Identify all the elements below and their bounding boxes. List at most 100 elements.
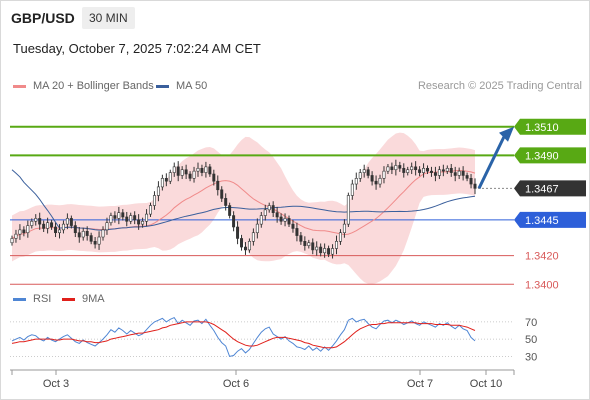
candle-71 [291,219,295,233]
candle-body-91 [370,175,374,182]
candle-body-21 [93,241,97,245]
candle-body-42 [176,166,180,176]
candle-body-43 [180,169,184,176]
candle-body-100 [406,169,410,173]
candle-body-108 [437,169,441,176]
candle-body-99 [402,167,406,173]
candle-body-25 [109,215,113,224]
candle-81 [331,244,335,259]
candle-body-76 [311,242,315,251]
rsi-line [11,316,476,357]
legend-ma20-label: MA 20 + Bollinger Bands [33,80,154,92]
candle-78 [319,243,323,257]
candle-35 [149,202,152,217]
candle-body-34 [145,213,149,222]
candle-body-89 [362,169,366,173]
candle-body-30 [129,215,133,222]
legend-9ma-label: 9MA [82,293,105,305]
candle-72 [295,222,299,242]
candle-body-28 [121,212,125,218]
candle-61 [251,228,255,246]
candle-body-47 [196,167,200,172]
candle-3 [22,226,26,237]
candle-41 [172,162,176,177]
candle-9 [46,217,50,234]
candle-29 [125,211,129,227]
candle-body-71 [291,223,295,229]
candle-body-2 [18,229,22,235]
candle-body-13 [61,223,65,231]
level-label-0: 1.3510 [525,122,559,134]
candle-body-115 [465,175,469,179]
candle-52 [216,175,220,196]
candle-body-61 [251,232,255,242]
candle-105 [426,165,430,175]
candle-47 [196,162,200,177]
candle-21 [93,237,97,249]
candle-body-85 [346,195,350,225]
candle-56 [232,211,236,232]
candle-76 [311,238,315,255]
candle-57 [236,221,240,245]
candle-body-6 [34,218,38,222]
candle-67 [275,206,279,223]
ma9-swatch [62,297,75,301]
candle-body-90 [366,169,370,176]
candle-body-23 [101,229,105,238]
candle-32 [137,214,141,230]
candle-89 [362,164,366,178]
candle-109 [441,164,445,177]
candle-body-57 [236,226,240,239]
candle-body-69 [283,218,287,222]
candle-69 [283,213,287,227]
ma50-line [11,169,476,231]
candle-body-105 [426,167,430,172]
candle-body-80 [327,248,331,255]
candle-95 [386,164,390,175]
candle-body-74 [303,241,307,246]
candle-74 [303,236,307,251]
timestamp: Tuesday, October 7, 2025 7:02:24 AM CET [13,41,261,56]
candle-body-29 [125,216,129,222]
candle-15 [69,215,73,229]
candle-107 [433,166,437,182]
candle-7 [38,212,42,230]
level-labels: 1.3510 1.3490 1.3467 1.3445 1.3420 1.3400 [514,118,586,291]
candle-92 [374,175,378,190]
candle-body-103 [418,169,422,173]
candle-80 [327,245,331,258]
legend-rsi: RSI [13,293,51,305]
candle-body-95 [386,166,390,172]
candle-62 [255,218,259,239]
candle-70 [287,215,291,227]
ma20-swatch [13,84,26,88]
candle-body-96 [390,166,394,171]
candle-85 [346,192,350,227]
candle-20 [89,232,93,245]
candle-88 [358,169,362,182]
candle-body-17 [77,232,81,238]
candle-99 [402,163,406,178]
rsi-9ma-line [11,321,476,349]
candle-body-22 [97,236,101,245]
candle-6 [34,214,38,226]
candle-51 [212,169,216,186]
candle-93 [378,174,382,188]
timeframe-badge[interactable]: 30 MIN [82,7,135,29]
candle-8 [42,220,46,233]
candle-body-37 [156,186,160,196]
candle-22 [97,231,101,250]
candle-33 [141,217,145,228]
candle-83 [338,229,342,245]
candle-49 [204,161,208,178]
candle-body-117 [473,183,477,189]
candle-body-44 [184,169,188,175]
candle-body-41 [172,166,176,173]
candle-body-65 [267,205,271,211]
candle-23 [101,226,105,241]
candle-87 [354,172,358,190]
level-tag-0 [514,118,586,135]
candle-body-60 [247,241,251,251]
candle-59 [243,242,247,255]
candle-body-98 [398,165,402,169]
